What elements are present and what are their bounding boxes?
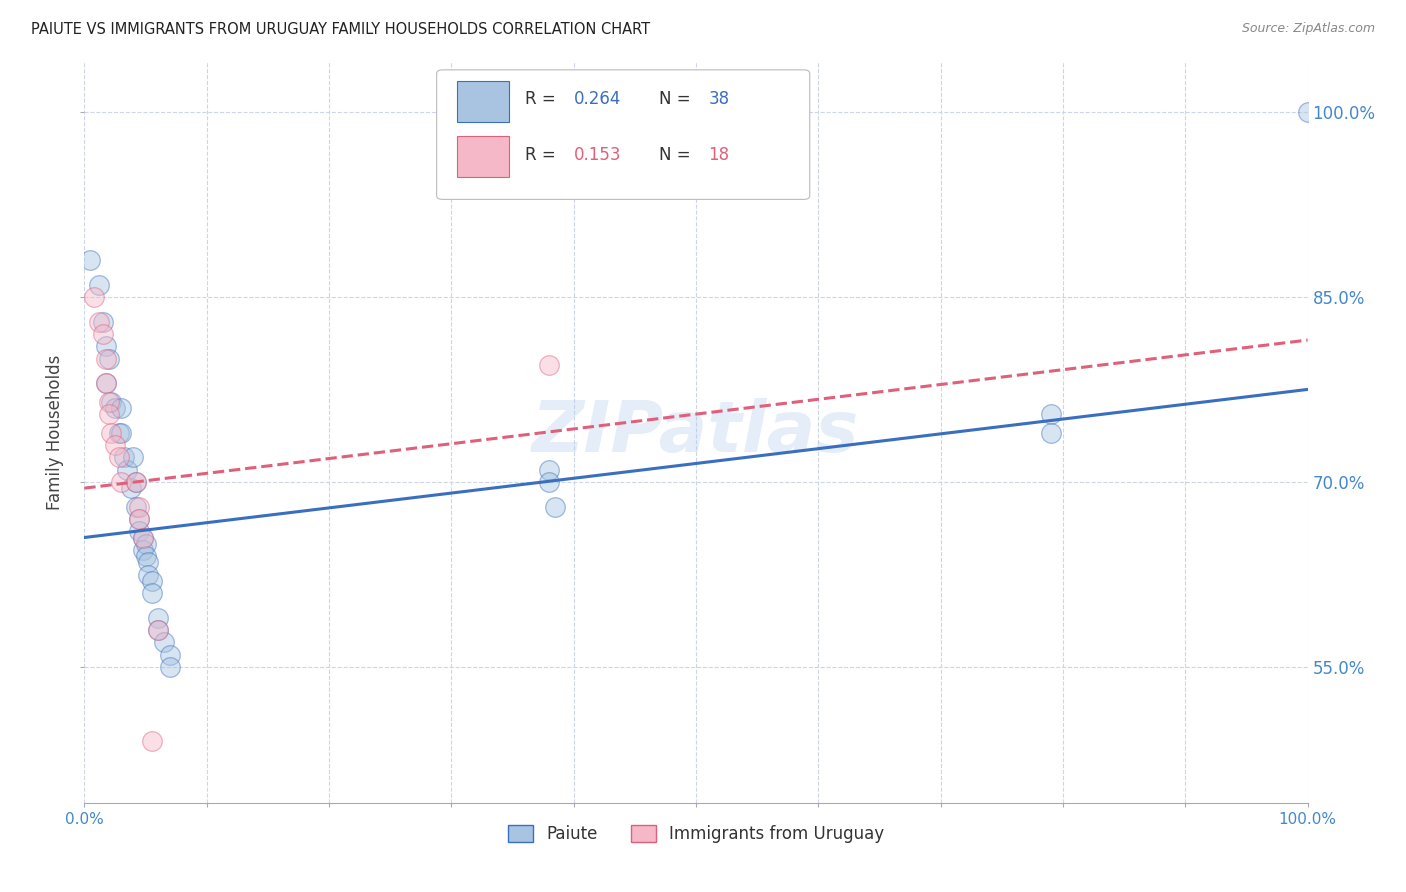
Point bbox=[112, 450, 135, 465]
Point bbox=[104, 438, 127, 452]
Point bbox=[538, 475, 561, 489]
Legend: Paiute, Immigrants from Uruguay: Paiute, Immigrants from Uruguay bbox=[501, 819, 891, 850]
Point bbox=[107, 425, 129, 440]
Text: N =: N = bbox=[659, 146, 690, 164]
Text: 18: 18 bbox=[709, 146, 730, 164]
Point bbox=[141, 574, 163, 588]
Point bbox=[135, 537, 157, 551]
Text: 0.153: 0.153 bbox=[574, 146, 621, 164]
Point bbox=[1039, 425, 1062, 440]
Point bbox=[115, 463, 138, 477]
Point bbox=[159, 660, 181, 674]
Point bbox=[146, 623, 169, 637]
Point bbox=[125, 475, 148, 489]
Text: ZIPatlas: ZIPatlas bbox=[533, 398, 859, 467]
Point bbox=[100, 425, 122, 440]
Point bbox=[132, 542, 155, 557]
Point bbox=[87, 277, 110, 292]
Point bbox=[132, 531, 155, 545]
Point bbox=[110, 475, 132, 489]
Point bbox=[128, 500, 150, 514]
Point bbox=[107, 450, 129, 465]
Point bbox=[79, 252, 101, 267]
Point bbox=[128, 524, 150, 539]
Point bbox=[97, 351, 120, 366]
Point bbox=[141, 586, 163, 600]
Point bbox=[91, 315, 114, 329]
Point bbox=[100, 394, 122, 409]
Point bbox=[96, 376, 118, 391]
Point bbox=[125, 475, 148, 489]
Point bbox=[110, 401, 132, 415]
Point bbox=[538, 463, 561, 477]
Point bbox=[125, 500, 148, 514]
FancyBboxPatch shape bbox=[437, 70, 810, 200]
Point bbox=[96, 376, 118, 391]
Point bbox=[146, 611, 169, 625]
Point bbox=[104, 401, 127, 415]
Point bbox=[1039, 407, 1062, 421]
Point bbox=[159, 648, 181, 662]
Point bbox=[120, 481, 142, 495]
Point bbox=[128, 512, 150, 526]
Point bbox=[83, 290, 105, 304]
Point bbox=[110, 425, 132, 440]
Point bbox=[136, 567, 159, 582]
Point bbox=[538, 358, 561, 372]
Point bbox=[97, 394, 120, 409]
Point bbox=[96, 339, 118, 353]
Text: 0.264: 0.264 bbox=[574, 90, 621, 109]
Text: N =: N = bbox=[659, 90, 690, 109]
Point bbox=[87, 315, 110, 329]
Point bbox=[132, 531, 155, 545]
Point bbox=[1296, 104, 1319, 119]
Point bbox=[141, 734, 163, 748]
FancyBboxPatch shape bbox=[457, 136, 509, 178]
Point bbox=[153, 635, 176, 649]
Point bbox=[96, 351, 118, 366]
Text: PAIUTE VS IMMIGRANTS FROM URUGUAY FAMILY HOUSEHOLDS CORRELATION CHART: PAIUTE VS IMMIGRANTS FROM URUGUAY FAMILY… bbox=[31, 22, 650, 37]
Text: R =: R = bbox=[524, 146, 555, 164]
Point bbox=[97, 407, 120, 421]
Point bbox=[135, 549, 157, 563]
Point bbox=[544, 500, 567, 514]
Point bbox=[91, 326, 114, 341]
Point bbox=[122, 450, 145, 465]
Text: R =: R = bbox=[524, 90, 555, 109]
FancyBboxPatch shape bbox=[457, 81, 509, 121]
Y-axis label: Family Households: Family Households bbox=[46, 355, 65, 510]
Point bbox=[136, 555, 159, 569]
Text: 38: 38 bbox=[709, 90, 730, 109]
Text: Source: ZipAtlas.com: Source: ZipAtlas.com bbox=[1241, 22, 1375, 36]
Point bbox=[146, 623, 169, 637]
Point bbox=[128, 512, 150, 526]
